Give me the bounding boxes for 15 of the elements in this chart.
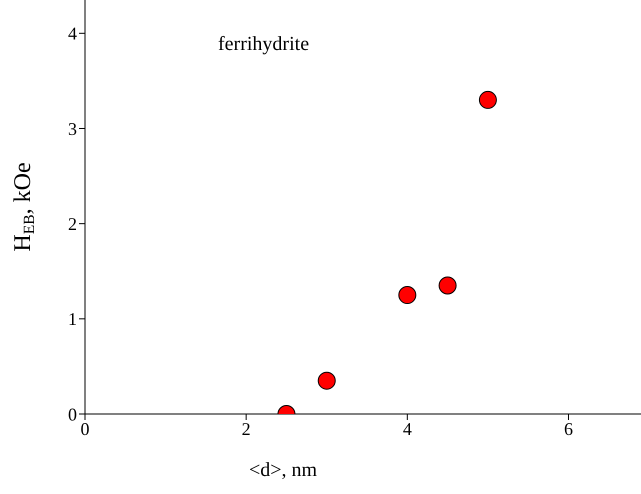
annotation: ferrihydrite bbox=[218, 33, 310, 56]
x-tick-label: 2 bbox=[242, 418, 251, 439]
point bbox=[438, 276, 457, 295]
y-tick-label: 1 bbox=[68, 309, 77, 330]
y-tick-label: 4 bbox=[68, 24, 77, 44]
point bbox=[478, 90, 497, 109]
x-axis-title: <d>, nm bbox=[248, 459, 318, 481]
point bbox=[398, 286, 416, 304]
x-tick-label: 6 bbox=[564, 418, 573, 439]
x-tick-label: 4 bbox=[402, 418, 412, 439]
y-tick-label: 3 bbox=[68, 118, 77, 139]
y-tick-label: 2 bbox=[68, 214, 77, 234]
y-tick-label: 0 bbox=[68, 404, 77, 424]
point bbox=[318, 372, 336, 390]
x-tick-label: 0 bbox=[80, 418, 90, 439]
